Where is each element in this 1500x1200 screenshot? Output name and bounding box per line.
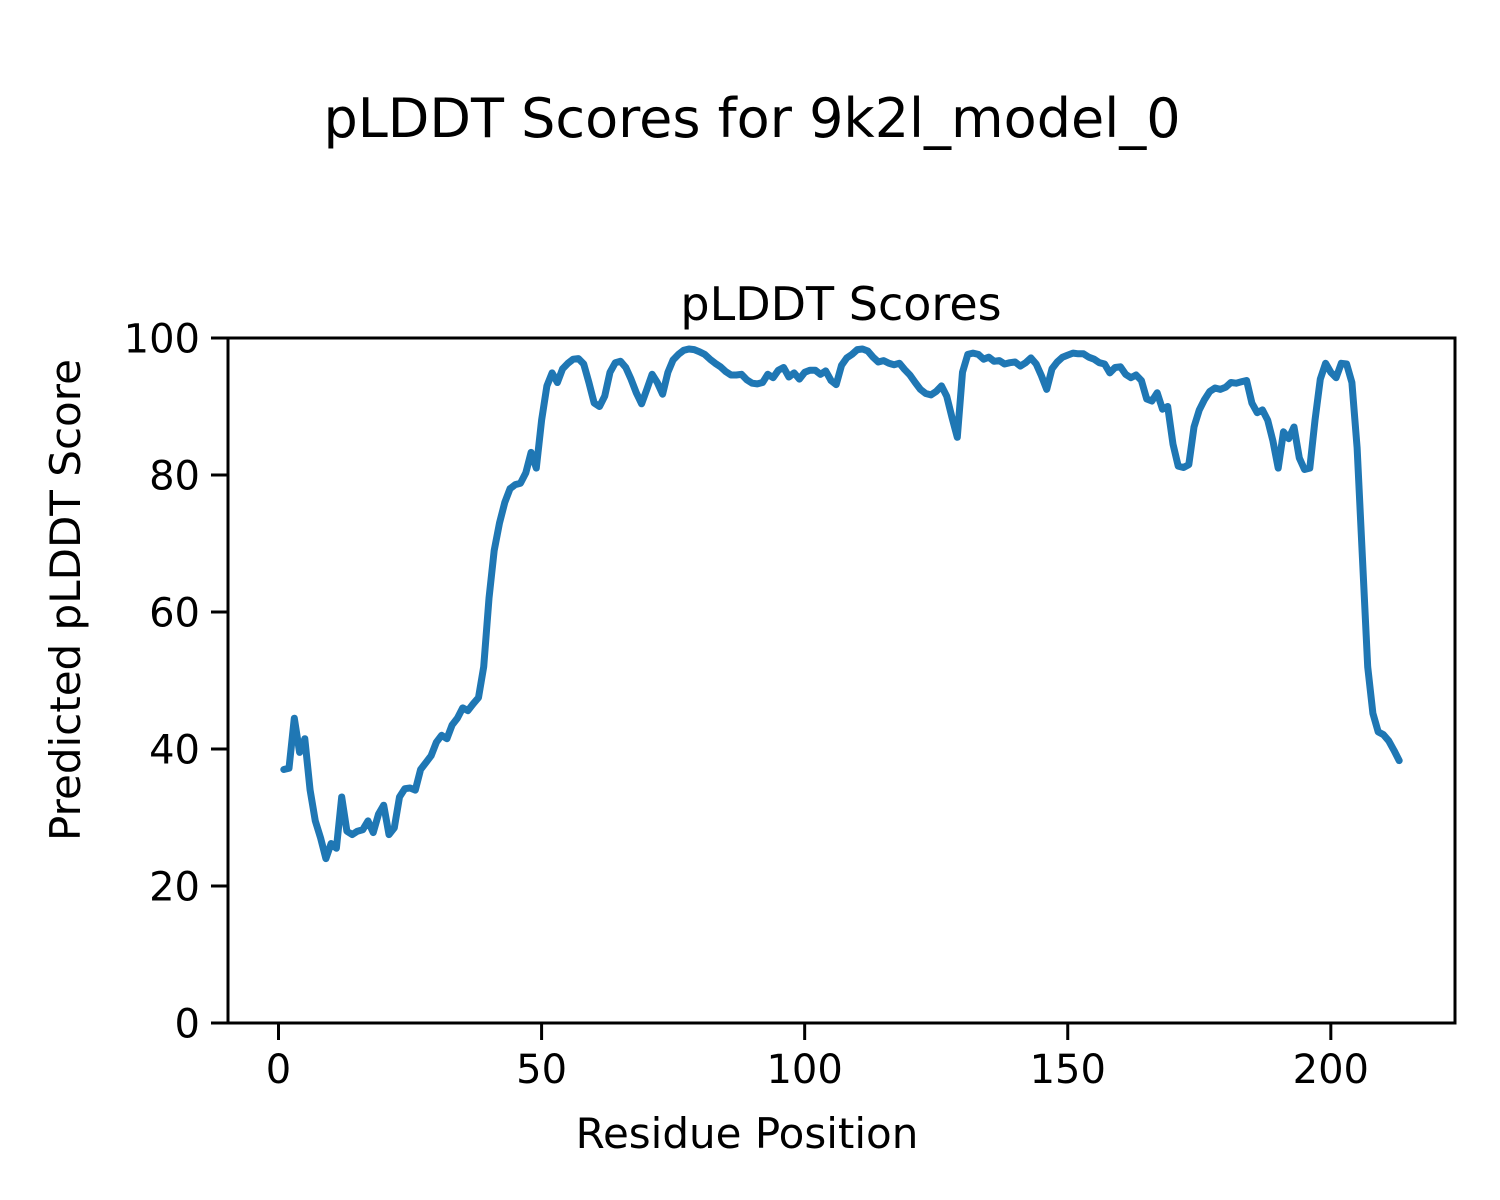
x-tick-label: 150 [1030,1047,1106,1093]
y-tick-label: 20 [149,864,200,910]
plot-frame [226,336,1457,1025]
y-axis-ticks: 0 20 40 60 80 100 [124,316,228,1047]
y-tick-label: 40 [149,727,200,773]
x-tick-label: 50 [516,1047,567,1093]
x-axis-ticks: 0 50 100 150 200 [266,1023,1369,1093]
y-tick-label: 60 [149,590,200,636]
x-axis-label: Residue Position [576,1109,919,1158]
y-tick-label: 0 [175,1001,200,1047]
x-tick-label: 100 [766,1047,842,1093]
y-tick-label: 100 [124,316,200,362]
y-tick-label: 80 [149,453,200,499]
figure-title: pLDDT Scores for 9k2l_model_0 [323,87,1180,150]
x-tick-label: 200 [1293,1047,1369,1093]
x-tick-label: 0 [266,1047,291,1093]
axes-title: pLDDT Scores [680,277,1001,331]
plddt-line-series [280,345,1403,863]
y-axis-label: Predicted pLDDT Score [41,359,90,841]
